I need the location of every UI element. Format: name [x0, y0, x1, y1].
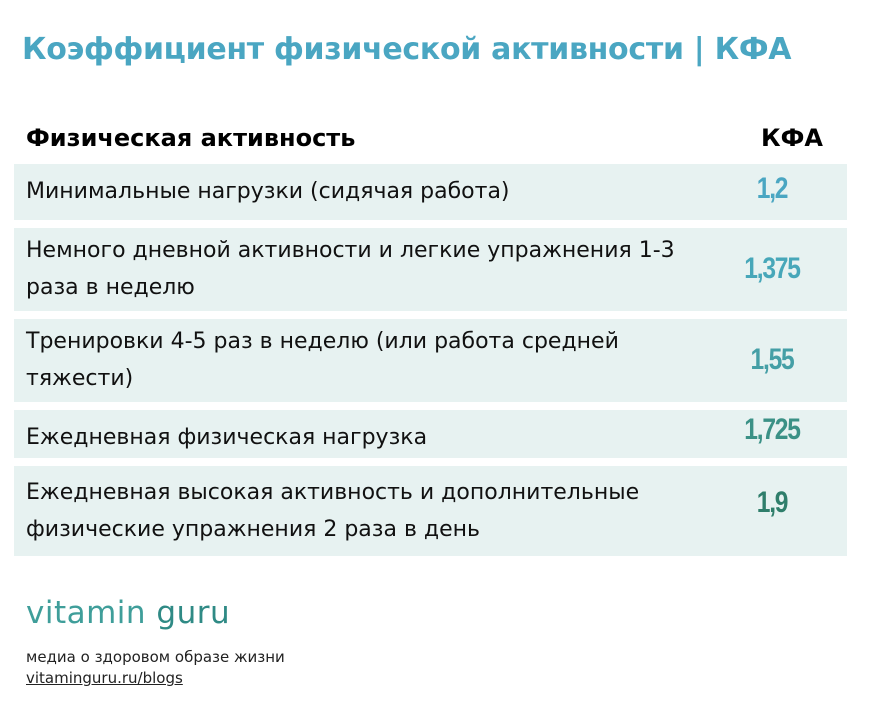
- header-activity: Физическая активность: [26, 124, 356, 152]
- row-value: 1,55: [750, 343, 795, 376]
- row-value: 1,725: [744, 413, 801, 446]
- blog-link[interactable]: vitaminguru.ru/blogs: [26, 669, 183, 687]
- row-value: 1,375: [744, 252, 801, 285]
- page-title: Коэффициент физической активности | КФА: [22, 32, 792, 67]
- row-value: 1,9: [756, 486, 789, 519]
- table-row: Ежедневная высокая активность и дополнит…: [14, 466, 847, 556]
- row-label: Ежедневная физическая нагрузка: [26, 425, 428, 450]
- brand-logo: vitamin guru: [26, 595, 230, 631]
- table-row: Минимальные нагрузки (сидячая работа) 1,…: [14, 164, 847, 220]
- table-row: Немного дневной активности и легкие упра…: [14, 228, 847, 311]
- kfa-table: Физическая активность КФА Минимальные на…: [14, 118, 847, 564]
- brand-tagline: медиа о здоровом образе жизни: [26, 648, 285, 666]
- row-label: Тренировки 4-5 раз в неделю (или работа …: [26, 329, 619, 391]
- row-label: Минимальные нагрузки (сидячая работа): [26, 179, 510, 204]
- table-row: Ежедневная физическая нагрузка 1,725: [14, 410, 847, 458]
- logo-guru: guru: [156, 595, 231, 631]
- logo-vitamin: vitamin: [26, 595, 157, 631]
- table-row: Тренировки 4-5 раз в неделю (или работа …: [14, 319, 847, 402]
- row-value: 1,2: [756, 172, 789, 205]
- row-label: Ежедневная высокая активность и дополнит…: [26, 480, 640, 542]
- row-label: Немного дневной активности и легкие упра…: [26, 238, 675, 300]
- header-kfa: КФА: [761, 124, 823, 152]
- table-header: Физическая активность КФА: [14, 118, 847, 164]
